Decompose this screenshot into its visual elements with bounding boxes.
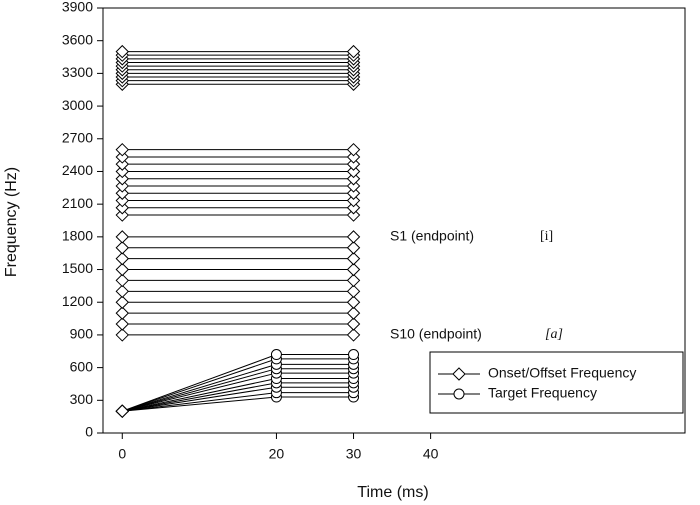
y-tick-label: 3900 <box>62 0 93 15</box>
legend-box <box>429 351 684 414</box>
y-tick-label: 900 <box>70 326 94 342</box>
diamond-marker <box>346 172 361 186</box>
x-tick-label: 20 <box>269 446 285 462</box>
diamond-marker <box>115 306 129 320</box>
y-tick-label: 300 <box>70 391 94 407</box>
diamond-marker <box>115 186 129 200</box>
legend-label: Onset/Offset Frequency <box>488 365 636 381</box>
diamond-marker <box>115 273 129 288</box>
diamond-marker <box>346 230 361 244</box>
x-tick-label: 40 <box>423 446 439 462</box>
diamond-marker <box>115 328 129 342</box>
diamond-marker <box>346 157 361 171</box>
y-tick-label: 3300 <box>62 64 93 80</box>
circle-marker <box>348 349 360 361</box>
annotation: [i] <box>540 229 553 244</box>
diamond-marker <box>115 404 129 418</box>
y-tick-label: 2700 <box>62 129 93 145</box>
diamond-marker <box>346 317 361 331</box>
y-tick-label: 3000 <box>62 97 93 113</box>
y-tick-label: 1500 <box>62 260 93 276</box>
diamond-marker <box>115 284 129 299</box>
diamond-marker <box>115 262 129 277</box>
diamond-marker <box>115 179 129 193</box>
x-tick-label: 30 <box>346 446 362 462</box>
diamond-marker <box>115 193 129 208</box>
diamond-marker <box>115 142 129 157</box>
diamond-marker <box>346 273 361 288</box>
diamond-marker <box>115 295 129 309</box>
diamond-marker <box>115 44 129 59</box>
diamond-marker <box>346 193 361 208</box>
diamond-marker <box>346 262 361 277</box>
diamond-marker <box>115 157 129 171</box>
diamond-marker <box>346 284 361 299</box>
diamond-marker <box>346 251 361 266</box>
diamond-marker <box>346 306 361 320</box>
diamond-marker <box>115 251 129 266</box>
y-tick-label: 0 <box>85 424 93 440</box>
diamond-marker <box>346 179 361 193</box>
diamond-marker <box>346 201 361 215</box>
diamond-marker <box>115 230 129 244</box>
plot-frame <box>102 7 686 434</box>
diamond-marker <box>346 164 361 179</box>
diamond-marker <box>115 164 129 179</box>
y-tick-label: 3600 <box>62 31 93 47</box>
legend-marker <box>452 367 466 381</box>
y-tick-label: 1200 <box>62 293 93 309</box>
legend-marker <box>453 388 465 400</box>
y-tick-label: 2100 <box>62 195 93 211</box>
diamond-marker <box>115 317 129 331</box>
diamond-marker <box>115 172 129 186</box>
diamond-marker <box>346 44 361 59</box>
x-axis-title: Time (ms) <box>357 484 428 501</box>
y-axis-title: Frequency (Hz) <box>3 167 20 277</box>
x-tick-label: 0 <box>118 446 126 462</box>
annotation: [a] <box>545 327 563 342</box>
y-tick-label: 600 <box>70 358 94 374</box>
y-tick-label: 2400 <box>62 162 93 178</box>
diamond-marker <box>115 208 129 222</box>
diamond-marker <box>346 241 361 255</box>
annotation: S1 (endpoint) <box>390 228 474 244</box>
annotation: S10 (endpoint) <box>390 326 482 342</box>
diamond-marker <box>115 150 129 164</box>
circle-marker <box>270 349 282 361</box>
y-tick-label: 1800 <box>62 228 93 244</box>
diamond-marker <box>346 295 361 309</box>
diamond-marker <box>346 142 361 157</box>
diamond-marker <box>346 208 361 222</box>
diamond-marker <box>346 328 361 342</box>
diamond-marker <box>346 150 361 164</box>
legend-label: Target Frequency <box>488 385 597 401</box>
diamond-marker <box>115 201 129 215</box>
diamond-marker <box>346 186 361 200</box>
diamond-marker <box>115 241 129 255</box>
